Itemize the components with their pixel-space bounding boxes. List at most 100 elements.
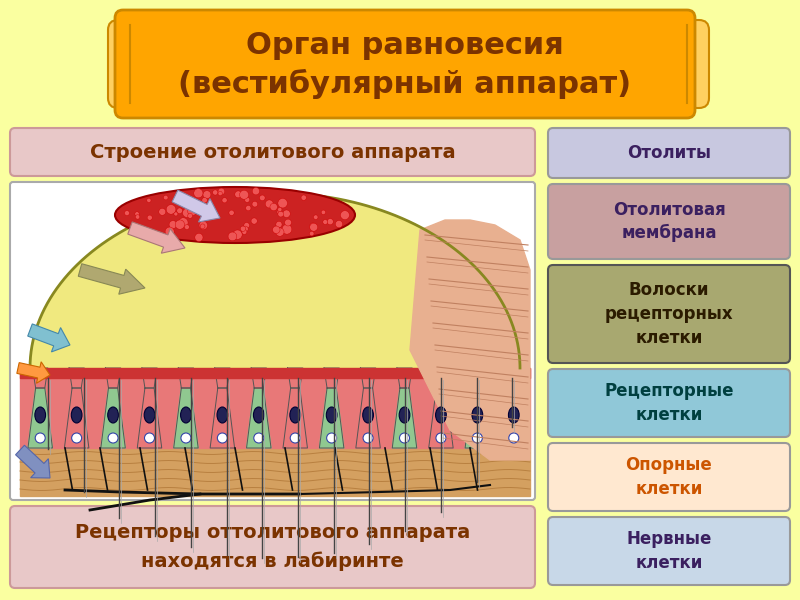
Circle shape	[218, 188, 225, 195]
Circle shape	[146, 198, 151, 203]
Circle shape	[301, 195, 306, 200]
Text: Нервные
клетки: Нервные клетки	[626, 530, 712, 572]
Polygon shape	[283, 388, 307, 448]
Circle shape	[125, 211, 130, 215]
Circle shape	[185, 224, 190, 230]
Circle shape	[278, 211, 283, 217]
Circle shape	[290, 433, 300, 443]
Circle shape	[244, 223, 250, 228]
Circle shape	[163, 195, 168, 200]
Circle shape	[335, 220, 342, 228]
Text: находятся в лабиринте: находятся в лабиринте	[141, 551, 404, 571]
Ellipse shape	[435, 407, 446, 423]
Polygon shape	[69, 368, 84, 388]
Circle shape	[234, 191, 242, 198]
Text: (вестибулярный аппарат): (вестибулярный аппарат)	[178, 69, 631, 99]
Circle shape	[282, 210, 290, 218]
Polygon shape	[174, 388, 198, 448]
Polygon shape	[15, 445, 50, 478]
Circle shape	[310, 232, 314, 236]
Circle shape	[245, 197, 250, 202]
Circle shape	[178, 218, 188, 227]
Circle shape	[278, 208, 282, 212]
Circle shape	[177, 208, 182, 214]
Ellipse shape	[254, 407, 264, 423]
Circle shape	[200, 224, 205, 229]
FancyBboxPatch shape	[548, 369, 790, 437]
Circle shape	[252, 188, 259, 195]
Circle shape	[229, 210, 234, 215]
Ellipse shape	[399, 407, 410, 423]
Ellipse shape	[472, 407, 482, 423]
Circle shape	[202, 197, 207, 203]
Circle shape	[218, 191, 222, 196]
Text: Волоски
рецепторных
клетки: Волоски рецепторных клетки	[605, 281, 734, 347]
Circle shape	[327, 218, 334, 225]
Polygon shape	[106, 368, 121, 388]
Polygon shape	[78, 264, 145, 294]
Circle shape	[246, 205, 251, 211]
Polygon shape	[210, 388, 234, 448]
Circle shape	[252, 202, 258, 207]
Circle shape	[166, 205, 176, 214]
Text: Орган равновесия: Орган равновесия	[246, 31, 564, 61]
Polygon shape	[65, 388, 89, 448]
Polygon shape	[28, 324, 70, 352]
Circle shape	[147, 215, 152, 220]
Circle shape	[218, 433, 227, 443]
Circle shape	[266, 200, 274, 208]
Circle shape	[233, 230, 242, 239]
Ellipse shape	[71, 407, 82, 423]
Polygon shape	[324, 368, 339, 388]
Circle shape	[194, 188, 203, 198]
Polygon shape	[506, 368, 522, 388]
Ellipse shape	[290, 407, 301, 423]
Circle shape	[326, 433, 337, 443]
Polygon shape	[429, 388, 453, 448]
Polygon shape	[465, 388, 490, 448]
FancyBboxPatch shape	[108, 20, 130, 108]
Circle shape	[195, 233, 203, 242]
Polygon shape	[361, 368, 376, 388]
Polygon shape	[470, 368, 485, 388]
Polygon shape	[17, 362, 50, 383]
FancyBboxPatch shape	[687, 20, 709, 108]
FancyBboxPatch shape	[10, 182, 535, 500]
FancyBboxPatch shape	[548, 265, 790, 363]
FancyBboxPatch shape	[115, 10, 695, 118]
Polygon shape	[356, 388, 380, 448]
FancyBboxPatch shape	[10, 506, 535, 588]
Polygon shape	[20, 448, 530, 496]
Polygon shape	[287, 368, 303, 388]
Circle shape	[363, 433, 373, 443]
Polygon shape	[502, 388, 526, 448]
FancyBboxPatch shape	[548, 443, 790, 511]
Circle shape	[135, 215, 140, 219]
FancyBboxPatch shape	[548, 184, 790, 259]
Polygon shape	[178, 368, 194, 388]
Circle shape	[276, 228, 284, 236]
Text: Отолитовая
мембрана: Отолитовая мембрана	[613, 200, 726, 242]
Polygon shape	[251, 368, 266, 388]
Circle shape	[193, 210, 197, 214]
Ellipse shape	[362, 407, 374, 423]
Polygon shape	[128, 222, 185, 253]
Polygon shape	[410, 220, 530, 460]
Circle shape	[72, 433, 82, 443]
Circle shape	[242, 226, 248, 232]
Circle shape	[282, 224, 292, 234]
Circle shape	[273, 226, 280, 233]
Polygon shape	[20, 368, 530, 448]
Text: Строение отолитового аппарата: Строение отолитового аппарата	[90, 142, 455, 161]
Circle shape	[175, 220, 185, 229]
Circle shape	[321, 210, 326, 214]
Circle shape	[228, 232, 237, 241]
Circle shape	[251, 218, 258, 224]
Text: Рецепторные
клетки: Рецепторные клетки	[604, 382, 734, 424]
Ellipse shape	[108, 407, 118, 423]
Circle shape	[213, 190, 218, 195]
Circle shape	[158, 208, 166, 215]
Circle shape	[310, 223, 318, 231]
Circle shape	[174, 212, 178, 216]
Ellipse shape	[217, 407, 228, 423]
